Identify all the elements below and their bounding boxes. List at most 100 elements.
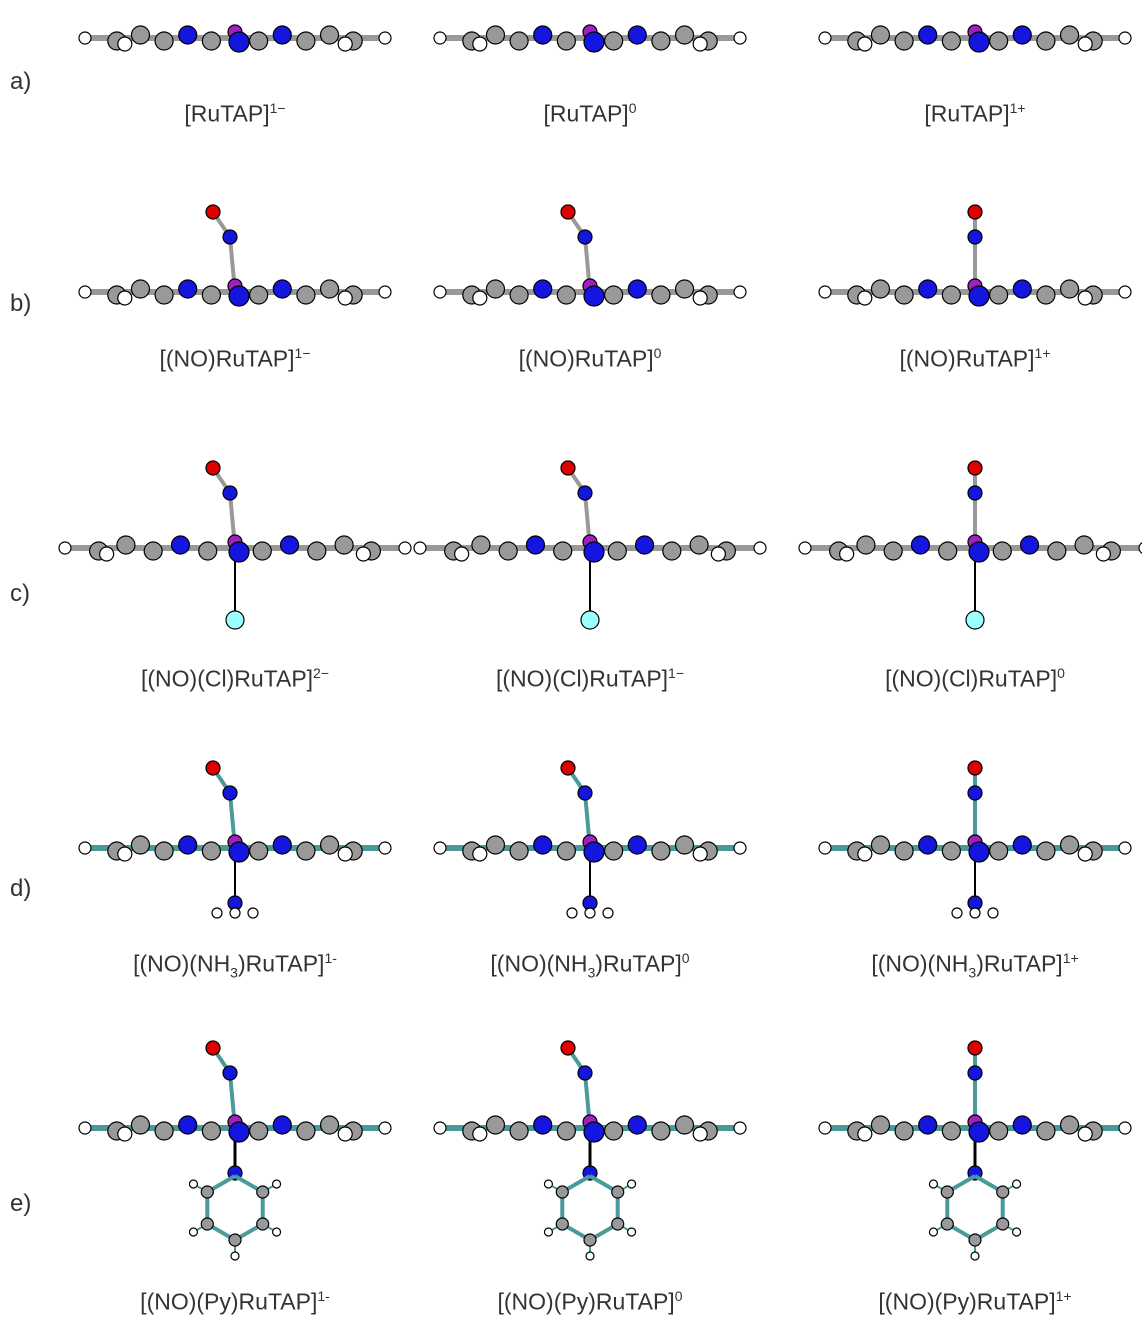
- atom: [1118, 31, 1132, 45]
- caption: [(NO)RuTAP]0: [519, 345, 662, 373]
- atom: [1118, 841, 1132, 855]
- atom: [433, 31, 447, 45]
- row-label: a): [10, 68, 32, 95]
- atom: [225, 610, 245, 630]
- atom: [249, 31, 269, 51]
- atom: [560, 204, 576, 220]
- atom: [651, 841, 671, 861]
- atom: [1077, 36, 1093, 52]
- atom: [940, 1217, 954, 1231]
- atom: [928, 1227, 939, 1237]
- atom: [1138, 542, 1142, 554]
- atom: [471, 535, 491, 555]
- atom: [78, 1121, 92, 1135]
- atom: [249, 285, 269, 305]
- atom: [634, 535, 655, 555]
- atom: [485, 25, 506, 45]
- atom: [1047, 541, 1067, 561]
- caption: [(NO)(Cl)RuTAP]2−: [141, 665, 329, 693]
- atom: [509, 31, 529, 51]
- atom: [583, 841, 605, 863]
- atom: [200, 1185, 214, 1199]
- atom: [674, 25, 695, 45]
- caption-part: 3: [230, 964, 238, 981]
- atom: [968, 1233, 982, 1247]
- caption: [(NO)RuTAP]1−: [160, 345, 311, 373]
- atom: [205, 760, 221, 776]
- atom: [117, 36, 133, 52]
- atom: [378, 31, 392, 45]
- atom: [894, 31, 914, 51]
- atom: [577, 1065, 593, 1081]
- atom: [626, 1227, 637, 1237]
- atom: [355, 546, 371, 562]
- atom: [894, 1121, 914, 1141]
- caption-part: [RuTAP]: [924, 100, 1010, 127]
- atom: [472, 1126, 488, 1142]
- atom: [857, 846, 873, 862]
- atom: [201, 285, 221, 305]
- caption: [(NO)(NH3)RuTAP]1-: [133, 950, 337, 980]
- atom: [996, 1217, 1010, 1231]
- atom: [337, 290, 353, 306]
- atom: [378, 285, 392, 299]
- atom: [910, 535, 931, 555]
- row-label: e): [10, 1190, 32, 1217]
- atom: [604, 31, 624, 51]
- atom: [566, 907, 578, 919]
- atom: [894, 841, 914, 861]
- atom: [222, 785, 238, 801]
- atom: [271, 1227, 282, 1237]
- caption-part: [(NO)(Py)RuTAP]: [497, 1288, 675, 1315]
- caption-part: [(NO)RuTAP]: [159, 345, 295, 372]
- caption: [(NO)(NH3)RuTAP]1+: [871, 950, 1078, 980]
- atom: [818, 841, 832, 855]
- atom: [604, 841, 624, 861]
- caption-part: 1−: [294, 345, 311, 361]
- caption-part: 0: [1057, 665, 1065, 681]
- atom: [1012, 1115, 1032, 1135]
- atom: [583, 285, 605, 307]
- atom: [1095, 546, 1111, 562]
- atom: [692, 846, 708, 862]
- caption-part: 3: [587, 964, 596, 981]
- atom: [178, 25, 198, 45]
- atom: [228, 841, 250, 863]
- atom: [337, 36, 353, 52]
- atom: [857, 1126, 873, 1142]
- atom: [577, 229, 593, 245]
- atom: [201, 1121, 221, 1141]
- atom: [509, 285, 529, 305]
- atom: [533, 279, 553, 299]
- atom: [553, 541, 573, 561]
- atom: [200, 1217, 214, 1231]
- caption-part: [(NO)(Cl)RuTAP]: [495, 665, 669, 692]
- atom: [454, 546, 470, 562]
- caption-part: [(NO)(Cl)RuTAP]: [140, 665, 314, 692]
- atom: [968, 285, 990, 307]
- atom: [58, 541, 72, 555]
- caption: [(NO)(NH3)RuTAP]0: [490, 950, 689, 980]
- atom: [602, 907, 614, 919]
- atom: [941, 841, 961, 861]
- atom: [143, 541, 163, 561]
- atom: [222, 485, 238, 501]
- atom: [1012, 25, 1032, 45]
- atom: [485, 279, 506, 299]
- caption-part: 1-: [317, 1288, 330, 1304]
- atom: [472, 36, 488, 52]
- atom: [205, 1040, 221, 1056]
- atom: [710, 546, 726, 562]
- atom: [938, 541, 958, 561]
- atom: [918, 25, 938, 45]
- caption-part: [(NO)RuTAP]: [518, 345, 654, 372]
- atom: [307, 541, 327, 561]
- caption-part: 0: [674, 1288, 683, 1304]
- atom: [692, 36, 708, 52]
- atom: [856, 535, 876, 555]
- atom: [433, 285, 447, 299]
- atom: [818, 285, 832, 299]
- atom: [272, 835, 292, 855]
- atom: [1077, 290, 1093, 306]
- atom: [969, 907, 981, 919]
